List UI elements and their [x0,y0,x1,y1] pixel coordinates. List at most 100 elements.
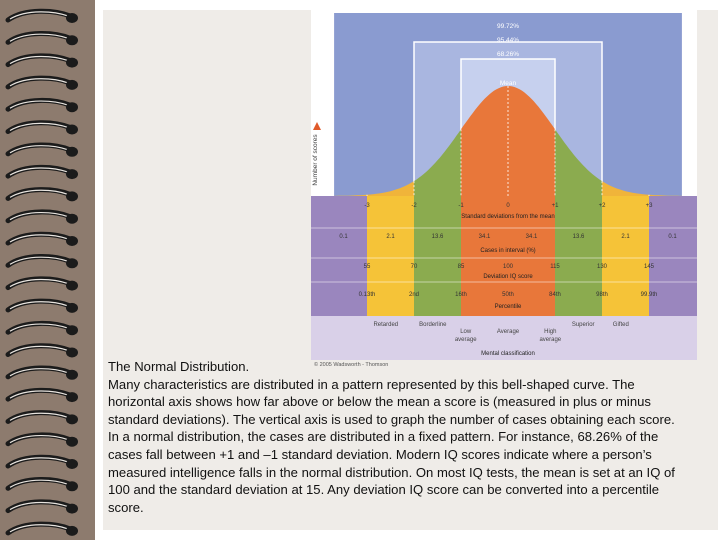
bell-curve-diagram: 99.72% 95.44% 68.26% Mean Number of scores -3… [311,10,697,360]
sd-tick-label: -1 [458,203,464,209]
spiral-hole [66,35,78,46]
spiral-hole [66,503,78,514]
iq-value-label: 145 [644,264,655,270]
classification-label: Gifted [613,322,629,328]
spiral-ring-highlight [9,457,69,466]
sd-tick-label: 0 [506,203,510,209]
copyright-notice: © 2005 Wadsworth - Thomson [314,362,389,368]
band-percentage-label: 99.72% [497,23,519,30]
spiral-ring-highlight [9,211,69,221]
classification-label: High [544,329,556,335]
spiral-hole [66,302,78,313]
spiral-ring-highlight [9,11,69,20]
y-axis-label: Number of scores [312,134,319,186]
notebook-spiral-binding [0,0,95,540]
table-orange-zone [461,196,555,316]
spiral-hole [66,258,78,269]
spiral-ring-highlight [9,434,69,444]
spiral-hole [66,213,78,224]
spiral-hole [66,124,78,135]
spiral-hole [66,392,78,403]
mean-label: Mean [500,80,517,87]
spiral-hole [66,414,78,425]
spiral-ring-highlight [9,501,69,511]
iq-value-label: 130 [597,264,608,270]
cases-axis-title: Cases in interval (%) [480,248,535,254]
cases-value-label: 34.1 [526,234,538,240]
spiral-ring-highlight [9,301,69,310]
iq-value-label: 85 [458,264,465,270]
percentile-value-label: 0.13th [359,292,376,298]
spiral-ring-highlight [9,189,69,198]
spiral-ring-highlight [9,323,69,332]
cases-value-label: 2.1 [621,234,630,240]
spiral-ring-highlight [9,234,69,243]
classification-label: average [455,337,477,343]
spiral-hole [66,436,78,447]
spiral-hole [66,347,78,358]
spiral-hole [66,102,78,113]
row-mental-classification [311,316,697,360]
classification-label: Average [497,329,520,335]
classification-label: Borderline [419,322,447,328]
spiral-hole [66,369,78,380]
cases-value-label: 13.6 [573,234,585,240]
spiral-hole [66,79,78,90]
cases-value-label: 0.1 [339,234,348,240]
cases-value-label: 2.1 [386,234,395,240]
normal-distribution-figure: 99.72% 95.44% 68.26% Mean Number of scores -3… [311,10,697,360]
sd-tick-label: +2 [599,203,607,209]
iq-value-label: 100 [503,264,514,270]
sd-tick-label: -3 [364,203,370,209]
percentile-value-label: 16th [455,292,467,298]
y-axis-arrow [313,122,321,130]
caption-body: Many characteristics are distributed in … [108,376,675,515]
percentile-value-label: 99.9th [641,292,658,298]
curve-mid-right [555,129,602,196]
classification-axis-title: Mental classification [481,351,535,357]
classification-label: average [539,337,561,343]
curve-mid-left [414,129,461,196]
band-percentage-label: 95.44% [497,37,519,44]
spiral-hole [66,13,78,23]
spiral-ring-highlight [9,55,69,65]
percentile-value-label: 84th [549,292,561,298]
spiral-hole [66,325,78,336]
percentile-value-label: 2nd [409,292,419,298]
spiral-ring-highlight [9,145,69,154]
curve-tail-left [334,181,414,196]
spiral-hole [66,481,78,492]
sd-tick-label: +1 [552,203,560,209]
figure-caption: The Normal Distribution. Many characteri… [108,358,683,516]
spiral-ring-highlight [9,524,69,533]
percentile-value-label: 98th [596,292,608,298]
cases-value-label: 34.1 [479,234,491,240]
spiral-ring-highlight [9,78,69,87]
spiral-ring-highlight [9,479,69,488]
spiral-hole [66,459,78,469]
spiral-ring-highlight [9,390,69,399]
spiral-ring-highlight [9,122,69,132]
spiral-ring-highlight [9,256,69,265]
iq-value-label: 55 [364,264,371,270]
cases-value-label: 13.6 [432,234,444,240]
spiral-ring-highlight [9,278,69,288]
spiral-ring-highlight [9,412,69,421]
classification-label: Superior [572,322,595,328]
spiral-ring-highlight [9,33,69,42]
curve-center [461,86,555,196]
cases-value-label: 0.1 [668,234,677,240]
spiral-hole [66,169,78,180]
sd-tick-label: -2 [411,203,417,209]
spiral-hole [66,236,78,246]
spiral-hole [66,280,78,291]
sd-tick-label: +3 [646,203,654,209]
spiral-ring-highlight [9,167,69,176]
percentile-value-label: 50th [502,292,514,298]
spiral-ring-highlight [9,100,69,109]
spiral-rings [5,8,78,536]
caption-title: The Normal Distribution. [108,359,250,374]
spiral-ring-highlight [9,345,69,355]
band-percentage-label: 68.26% [497,51,519,58]
sd-axis-title: Standard deviations from the mean [461,214,554,220]
